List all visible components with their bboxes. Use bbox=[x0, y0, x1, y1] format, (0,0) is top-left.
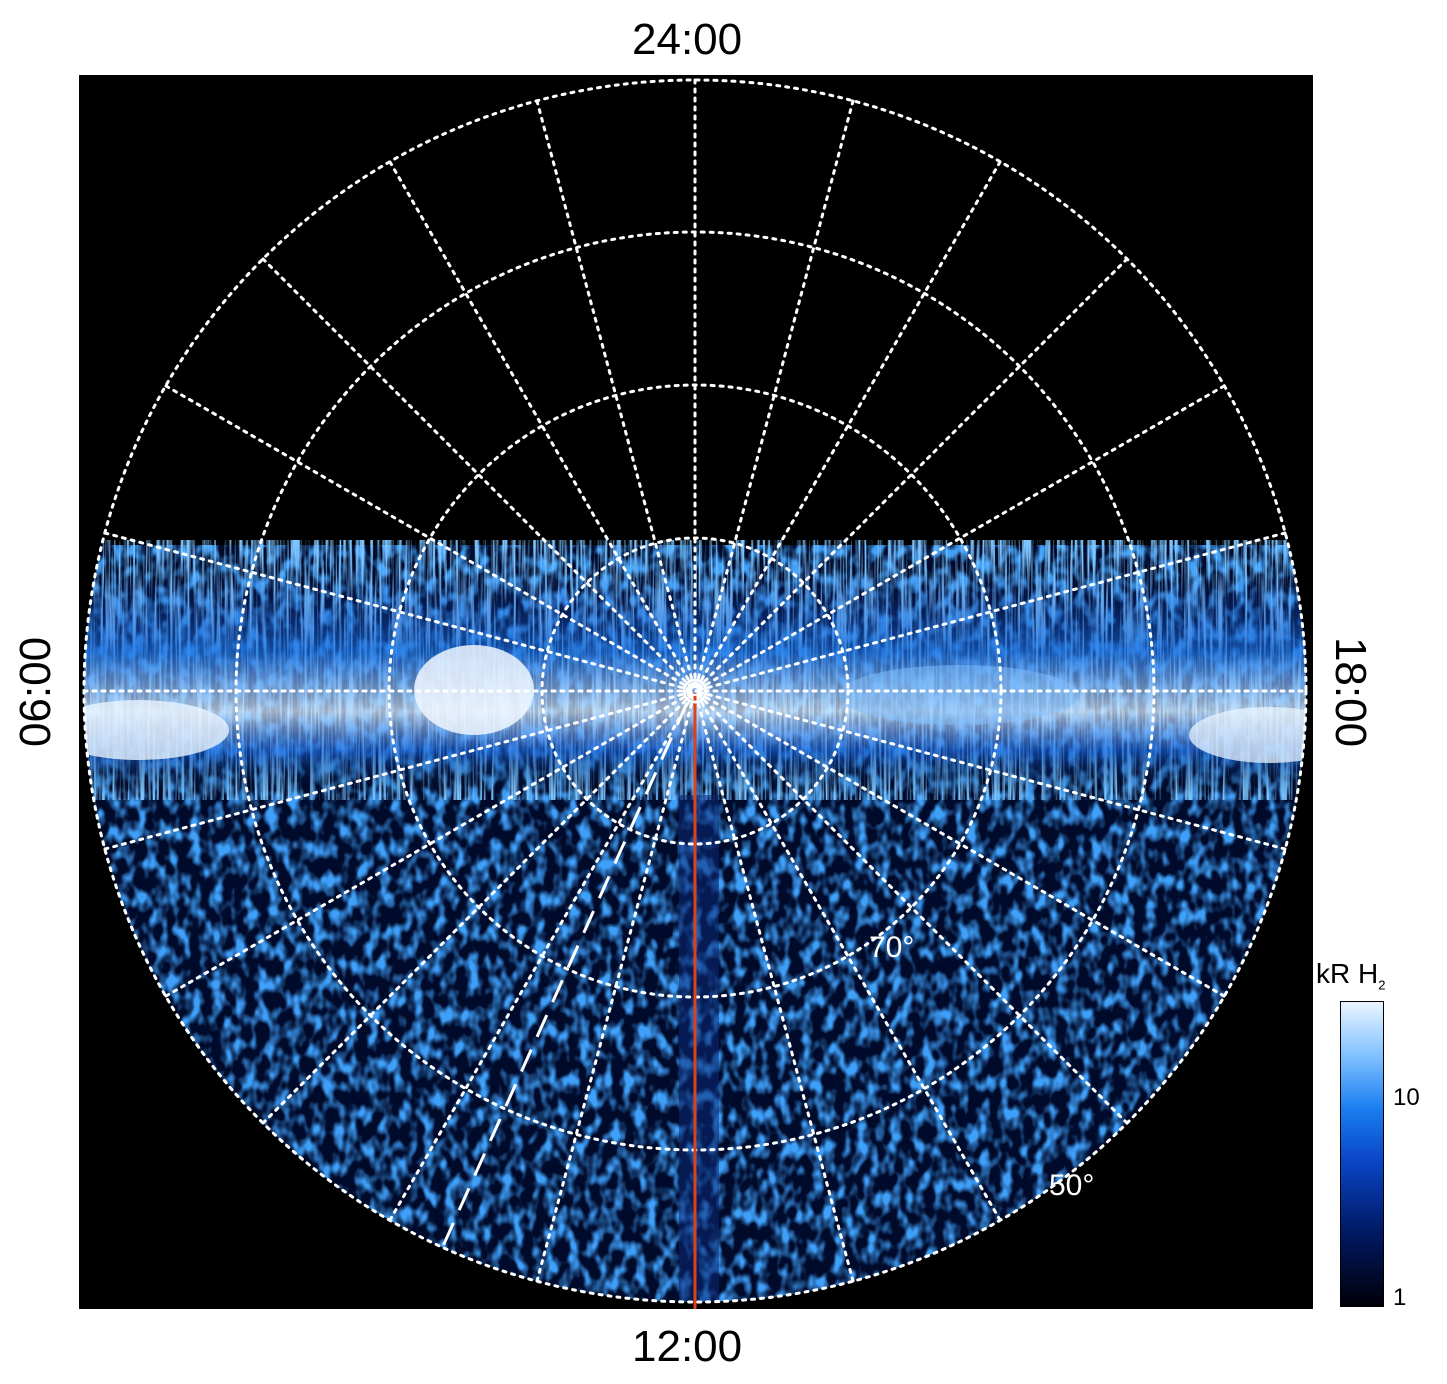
pole-marker-icon bbox=[682, 678, 708, 704]
local-time-label-bottom: 12:00 bbox=[632, 1322, 743, 1371]
colorbar-title-subscript: 2 bbox=[1378, 977, 1386, 993]
local-time-label-right: 18:00 bbox=[1326, 636, 1375, 748]
polar-projection-svg: 70° 50° bbox=[82, 78, 1308, 1309]
colorbar-title: kR H2 bbox=[1316, 958, 1385, 993]
colorbar bbox=[1340, 1001, 1384, 1307]
colorbar-tick-1: 1 bbox=[1393, 1284, 1407, 1311]
local-time-label-top: 24:00 bbox=[632, 15, 743, 64]
latitude-label-70: 70° bbox=[869, 931, 914, 964]
polar-projection-plot: 70° 50° bbox=[79, 75, 1313, 1309]
pole-marker-dot-icon bbox=[690, 686, 700, 696]
meridian-grid bbox=[82, 78, 1308, 1283]
colorbar-tick-10: 10 bbox=[1393, 1084, 1420, 1111]
dashed-track-line bbox=[437, 702, 689, 1256]
latitude-label-50: 50° bbox=[1049, 1169, 1094, 1202]
colorbar-title-text: kR H bbox=[1316, 958, 1379, 989]
local-time-label-left: 06:00 bbox=[11, 636, 60, 748]
